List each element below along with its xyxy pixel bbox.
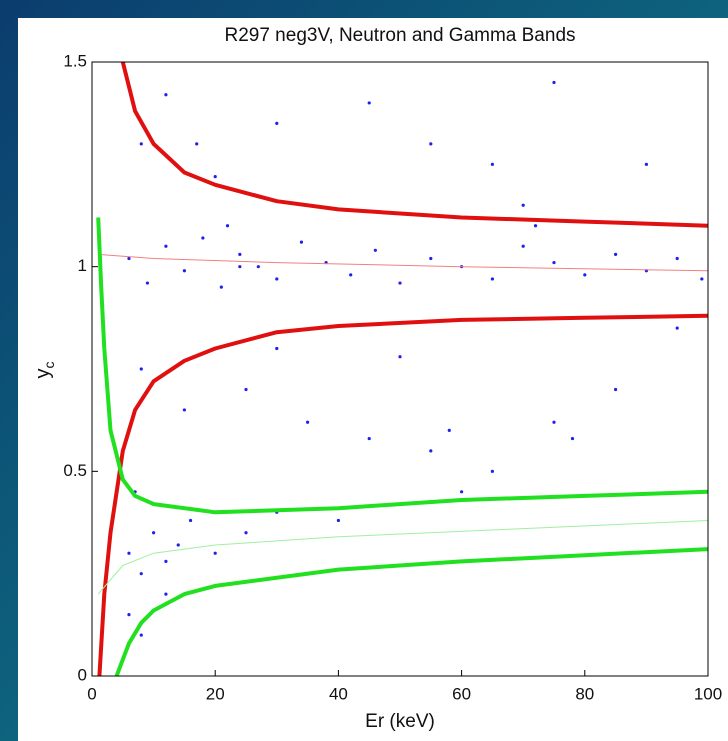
y-tick-label: 1.5: [63, 51, 87, 70]
point: [429, 142, 433, 146]
point: [152, 531, 156, 535]
band-curve: [114, 547, 709, 677]
point: [139, 633, 143, 637]
point: [367, 101, 371, 105]
point: [583, 273, 587, 277]
point: [244, 387, 248, 392]
point: [614, 252, 618, 256]
y-tick-label: 1: [78, 256, 87, 275]
point: [188, 518, 193, 523]
point: [552, 80, 556, 85]
point: [145, 281, 150, 285]
x-tick-label: 40: [329, 684, 348, 703]
point: [429, 449, 433, 453]
panel: [18, 18, 728, 741]
band-curve: [96, 217, 709, 515]
x-tick-label: 0: [87, 684, 96, 703]
band-curve: [97, 520, 709, 595]
point: [164, 592, 168, 596]
y-tick-label: 0.5: [63, 461, 87, 480]
point: [219, 285, 223, 289]
point: [213, 175, 217, 179]
band-curve: [120, 61, 709, 228]
point: [275, 346, 279, 351]
point: [460, 490, 464, 494]
point: [164, 559, 168, 563]
point: [349, 273, 353, 277]
point: [225, 224, 230, 228]
x-axis-label: Er (keV): [365, 711, 435, 732]
point: [306, 420, 310, 424]
band-curve: [98, 253, 709, 272]
point: [244, 531, 248, 535]
point: [182, 408, 186, 412]
point: [398, 355, 402, 359]
point: [201, 236, 205, 240]
point: [552, 420, 556, 424]
point: [195, 142, 199, 146]
point: [490, 469, 494, 473]
point: [644, 162, 649, 166]
point: [373, 248, 377, 252]
point: [552, 260, 556, 265]
point: [238, 265, 242, 269]
band-curve: [97, 313, 709, 677]
plot-frame: [91, 61, 709, 677]
point: [570, 436, 575, 441]
point: [139, 142, 143, 146]
point: [675, 326, 679, 330]
point: [127, 551, 131, 555]
point: [256, 265, 260, 269]
point: [164, 244, 168, 248]
point: [299, 240, 304, 244]
point: [127, 256, 131, 261]
point: [521, 244, 525, 248]
point: [521, 203, 525, 207]
point: [367, 436, 371, 441]
y-axis-label-sub: c: [41, 362, 57, 369]
point: [275, 121, 279, 125]
point: [238, 252, 242, 256]
x-tick-label: 60: [452, 684, 471, 703]
point: [398, 281, 402, 285]
point: [176, 543, 180, 547]
point: [139, 572, 143, 576]
point: [139, 367, 143, 371]
y-axis-label-main: y: [32, 369, 54, 379]
x-tick-label: 100: [694, 684, 722, 703]
point: [213, 551, 217, 555]
point: [447, 428, 451, 432]
point: [429, 256, 433, 261]
x-tick-label: 80: [575, 684, 594, 703]
point: [127, 613, 131, 617]
point: [614, 387, 618, 392]
point: [490, 162, 494, 166]
point: [336, 518, 340, 523]
y-tick-label: 0: [78, 665, 87, 684]
chart-title: R297 neg3V, Neutron and Gamma Bands: [224, 25, 575, 46]
point: [700, 277, 704, 281]
point: [275, 277, 279, 281]
point: [164, 93, 168, 97]
point: [182, 269, 186, 273]
point: [675, 256, 679, 261]
point: [490, 277, 494, 281]
point: [533, 224, 538, 228]
y-axis-label: yc: [32, 362, 56, 379]
x-tick-label: 20: [206, 684, 225, 703]
